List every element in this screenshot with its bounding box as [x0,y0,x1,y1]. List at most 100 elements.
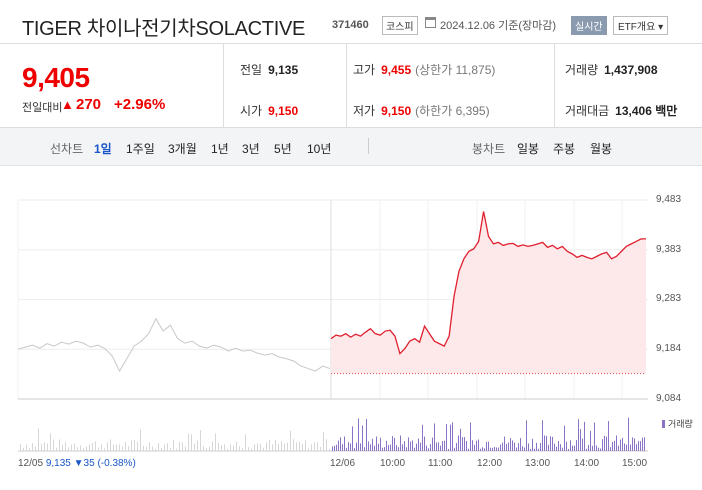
volume-bar [616,435,617,451]
volume-bar [221,444,222,451]
tab-5y[interactable]: 5년 [274,142,292,156]
volume-bar [254,444,255,451]
divider [368,138,369,154]
volume-bar [164,444,165,451]
volume-bar [546,435,547,451]
volume-bar [430,444,431,451]
volume-bar [456,442,457,451]
volume-bar [71,444,72,451]
volume-bar [47,443,48,451]
volume-bar [77,447,78,451]
realtime-button[interactable]: 실시간 [571,16,607,35]
volume-bar [466,441,467,451]
volume-bar [257,443,258,451]
volume-bar [366,419,367,451]
divider [554,44,555,128]
volume-bar [592,445,593,451]
tab-1y[interactable]: 1년 [211,142,229,156]
volume-bar [398,447,399,451]
volume-bar [191,434,192,451]
page-title: TIGER 차이나전기차SOLACTIVE [22,18,306,40]
volume-bar [308,448,309,451]
tab-weekly[interactable]: 주봉 [553,142,576,156]
volume-bar [436,442,437,451]
volume-bar [508,442,509,451]
volume-bar [552,436,553,451]
volume-bar [233,445,234,451]
volume-bar [338,440,339,451]
volume-bar [458,435,459,451]
volume-bar [518,443,519,451]
volume-bar [372,438,373,451]
x-tick: 13:00 [525,458,551,469]
volume-bar [446,424,447,451]
y-tick: 9,084 [656,393,682,404]
volume-bar [460,428,461,451]
volume-bar [406,447,407,451]
volume-bar [263,447,264,451]
price-chart[interactable]: 9,483 9,383 9,283 9,184 9,084 거래량 12/06 … [0,166,702,485]
volume-bar [638,441,639,451]
prev-day-pct: (-0.38%) [97,458,136,469]
calendar-icon [425,17,436,28]
tab-monthly[interactable]: 월봉 [590,142,613,156]
tab-1w[interactable]: 1주일 [126,142,155,156]
volume-bar [209,446,210,451]
volume-bar [626,444,627,451]
volume-bar [340,437,341,451]
volume-bar [230,444,231,451]
volume-bar [468,448,469,451]
volume-bar [628,417,629,451]
volume-bar [502,442,503,451]
volume-bar [360,443,361,451]
volume-bar [400,435,401,451]
volume-bar [414,447,415,451]
low-label: 저가 [353,104,376,118]
volume-bar [101,444,102,451]
tab-daily[interactable]: 일봉 [517,142,540,156]
volume-bar [35,446,36,451]
divider [346,44,347,128]
prev-day-line [17,317,331,373]
open-label: 시가 [240,104,263,118]
etf-overview-dropdown[interactable]: ETF개요 ▾ [613,16,669,35]
volume-bar [586,448,587,451]
volume-bar [620,439,621,451]
volume-bar [224,444,225,451]
volume-bar [287,442,288,451]
tab-3y[interactable]: 3년 [242,142,260,156]
volume-bar [245,434,246,451]
volume-bar [362,425,363,451]
volume-bar [612,441,613,451]
volume-bar [522,446,523,451]
volume-bar [44,442,45,451]
volume-legend-label: 거래량 [668,419,693,429]
tab-1d[interactable]: 1일 [94,142,112,156]
tab-3m[interactable]: 3개월 [168,142,197,156]
volume-legend: 거래량 [662,417,693,430]
volume-bar [50,433,51,451]
volume-bar [384,447,385,451]
volume-bar [404,441,405,451]
open-value: 9,150 [268,104,299,118]
volume-bar [386,440,387,451]
volume-bar [320,446,321,451]
volume-bar [218,442,219,451]
volume-bar [346,447,347,451]
volume-bar [602,439,603,451]
as-of-date: 2024.12.06 기준(장마감) [440,20,557,32]
volume-bar [530,448,531,451]
volume-bar [334,445,335,451]
volume-bar [594,422,595,451]
volume-bar [302,443,303,451]
volume-bar [642,437,643,451]
price-box: 9,405 전일대비 ▲ 270 +2.96% [0,44,224,128]
x-tick: 10:00 [380,458,406,469]
volume-bar [188,433,189,451]
volume-bar [542,420,543,451]
volume-bar [382,447,383,451]
volume-bar [368,441,369,451]
tab-10y[interactable]: 10년 [307,142,332,156]
volume-bar [326,439,327,451]
quote-summary: 9,405 전일대비 ▲ 270 +2.96% 전일 9,135 시가 9,150 … [0,44,702,128]
